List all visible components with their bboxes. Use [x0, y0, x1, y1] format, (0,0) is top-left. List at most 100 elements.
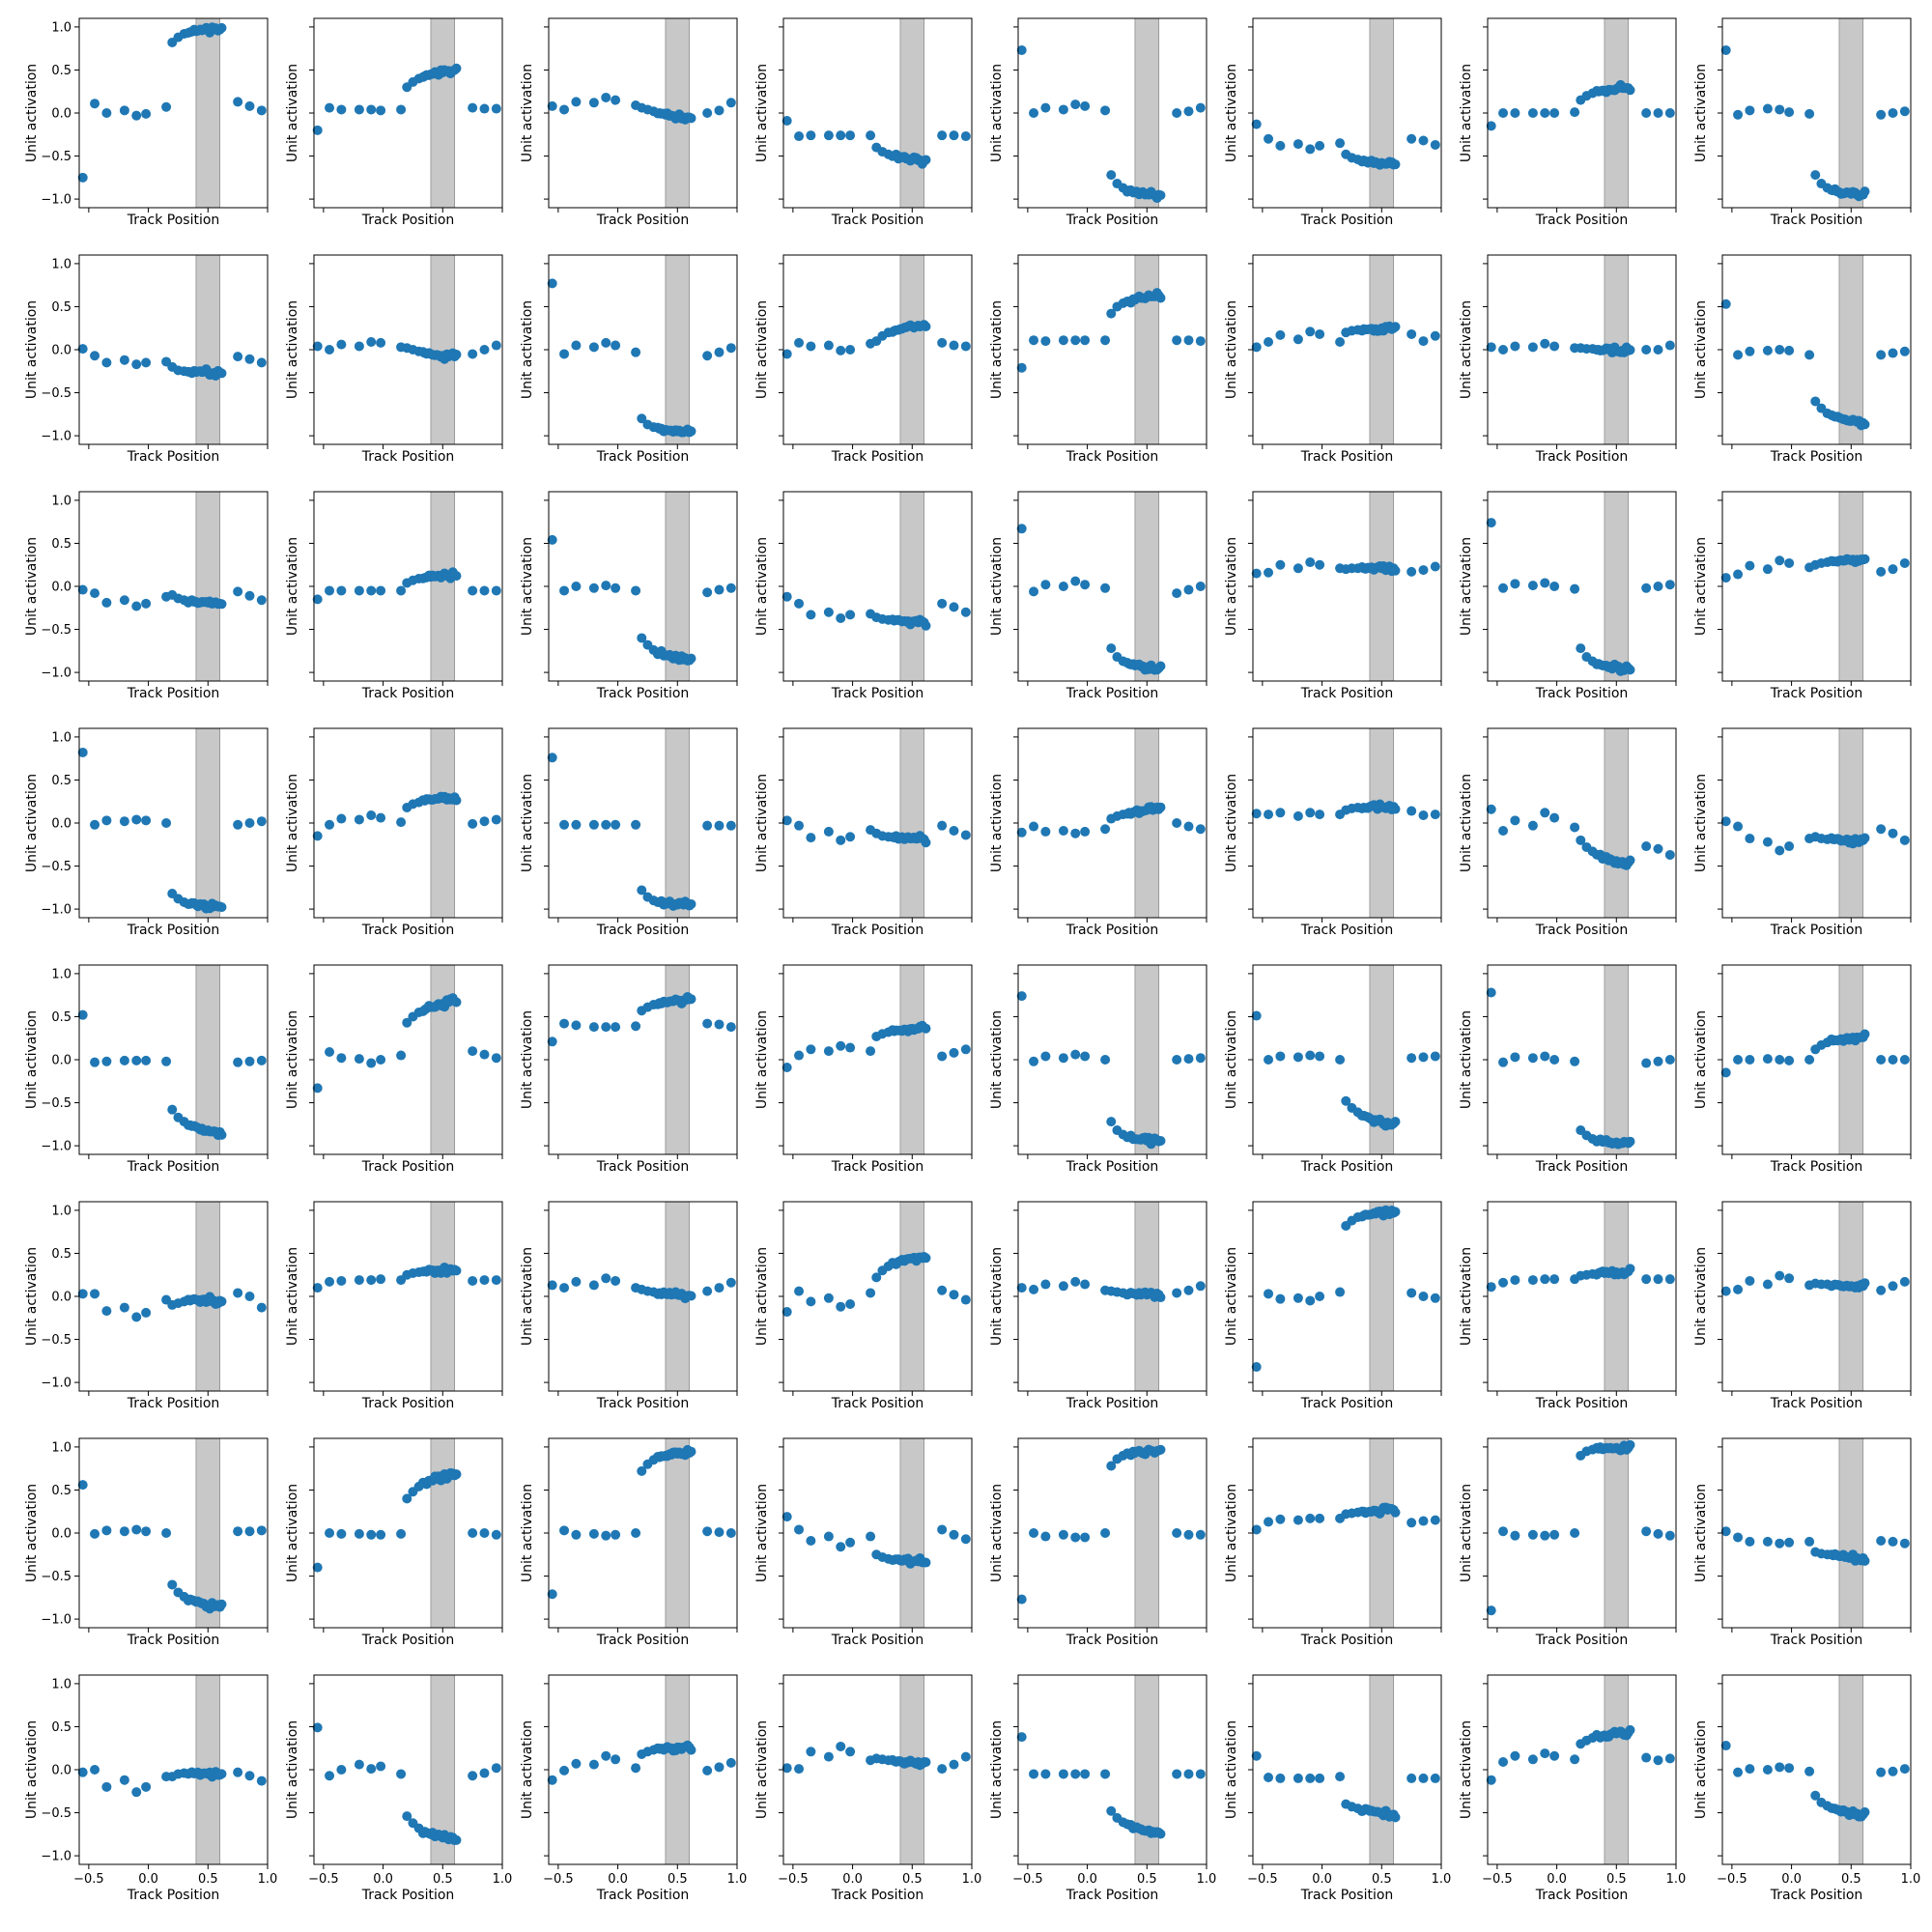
subplot-20: Track Position Unit activation — [754, 491, 973, 701]
x-tick-label: 0.5 — [1137, 1872, 1157, 1887]
highlight-band — [1838, 727, 1864, 919]
data-point — [571, 340, 582, 351]
data-point — [161, 818, 172, 828]
subplot-58: −0.5 0.0 0.5 1.0 Track Position Unit activati… — [285, 1674, 512, 1903]
data-point — [1653, 1056, 1663, 1066]
data-point — [1621, 661, 1632, 671]
x-tick-label: 1.0 — [962, 1872, 982, 1887]
highlight-band — [430, 17, 456, 209]
data-point — [1058, 826, 1068, 837]
data-point — [336, 339, 347, 350]
data-point — [1040, 1051, 1051, 1062]
y-tick-label: 0.5 — [51, 64, 71, 78]
y-tick-label: 0.0 — [51, 817, 71, 832]
data-point — [244, 1292, 255, 1301]
subplot-33: −1.0 −0.5 0.0 0.5 1.0 Track Position Unit acti… — [24, 964, 269, 1175]
data-point — [312, 1083, 323, 1094]
data-point — [325, 1276, 335, 1287]
data-point — [1418, 1292, 1429, 1301]
highlight-band — [430, 964, 456, 1155]
data-point — [1140, 1132, 1151, 1143]
data-point — [1070, 1769, 1081, 1779]
data-point — [960, 1044, 971, 1055]
data-point — [1080, 1769, 1091, 1779]
subplot-2: Track Position Unit activation — [285, 17, 503, 228]
data-point — [468, 102, 478, 113]
data-point — [1745, 560, 1755, 571]
data-point — [1486, 518, 1496, 528]
data-point — [836, 130, 846, 141]
y-axis-label: Unit activation — [754, 64, 770, 162]
data-point — [1762, 1279, 1773, 1290]
data-point — [77, 584, 88, 595]
data-point — [1762, 1054, 1773, 1065]
data-point — [937, 1524, 948, 1535]
data-point — [559, 1018, 570, 1029]
y-tick-label: 0.5 — [51, 1247, 71, 1262]
subplot-47: Track Position Unit activation — [1459, 1201, 1677, 1411]
data-point — [1406, 1518, 1417, 1528]
data-point — [1899, 557, 1910, 568]
data-point — [1183, 1769, 1194, 1779]
data-point — [244, 590, 255, 601]
data-point — [141, 1307, 152, 1318]
y-axis-label: Unit activation — [754, 537, 770, 636]
data-point — [588, 98, 599, 108]
data-point — [479, 585, 490, 596]
data-point — [917, 158, 927, 169]
x-axis-label: Track Position — [361, 923, 455, 938]
data-point — [1016, 991, 1027, 1002]
data-point — [1775, 104, 1785, 115]
y-tick-label: 0.0 — [51, 344, 71, 358]
x-axis-label: Track Position — [596, 923, 690, 938]
data-point — [402, 1811, 412, 1822]
data-point — [960, 1294, 971, 1305]
data-point — [396, 817, 407, 828]
y-axis-label: Unit activation — [520, 537, 535, 636]
y-tick-label: −0.5 — [41, 1096, 71, 1111]
data-point — [1784, 1763, 1795, 1774]
data-point — [1876, 1767, 1887, 1777]
y-axis-label: Unit activation — [989, 537, 1005, 636]
data-point — [141, 1526, 152, 1537]
data-point — [1151, 665, 1162, 675]
data-point — [1080, 1051, 1091, 1062]
data-point — [637, 1465, 647, 1476]
data-point — [1762, 1536, 1773, 1547]
data-point — [1195, 1053, 1206, 1064]
subplot-49: −1.0 −0.5 0.0 0.5 1.0 Track Position Unit acti… — [24, 1437, 269, 1648]
y-axis-label: Unit activation — [989, 774, 1005, 872]
x-axis-label: Track Position — [1065, 923, 1159, 938]
highlight-band — [899, 254, 925, 445]
x-axis-label: Track Position — [127, 449, 220, 465]
data-point — [725, 582, 736, 593]
data-point — [1784, 1537, 1795, 1548]
data-point — [725, 1022, 736, 1033]
data-point — [131, 1524, 142, 1535]
data-point — [949, 1290, 959, 1300]
x-axis-label: Track Position — [831, 1633, 924, 1648]
data-point — [213, 901, 223, 912]
data-point — [682, 1740, 693, 1750]
data-point — [714, 1527, 724, 1538]
x-axis-label: Track Position — [1300, 1633, 1394, 1648]
data-point — [1315, 1292, 1325, 1301]
data-point — [376, 1529, 386, 1540]
subplot-32: Track Position Unit activation — [1693, 727, 1912, 938]
data-point — [1664, 1274, 1675, 1285]
x-axis-label: Track Position — [127, 1633, 220, 1648]
data-point — [468, 818, 478, 829]
data-point — [131, 1055, 142, 1065]
x-tick-label: 0.0 — [1312, 1872, 1332, 1887]
data-point — [1888, 348, 1898, 358]
data-point — [682, 112, 693, 123]
data-point — [1195, 1769, 1206, 1779]
data-point — [256, 1776, 267, 1786]
data-point — [1151, 802, 1162, 812]
data-point — [1762, 345, 1773, 355]
data-point — [1510, 579, 1520, 589]
data-point — [588, 342, 599, 353]
data-point — [1016, 44, 1027, 55]
data-point — [1100, 1055, 1111, 1065]
data-point — [806, 1536, 816, 1547]
